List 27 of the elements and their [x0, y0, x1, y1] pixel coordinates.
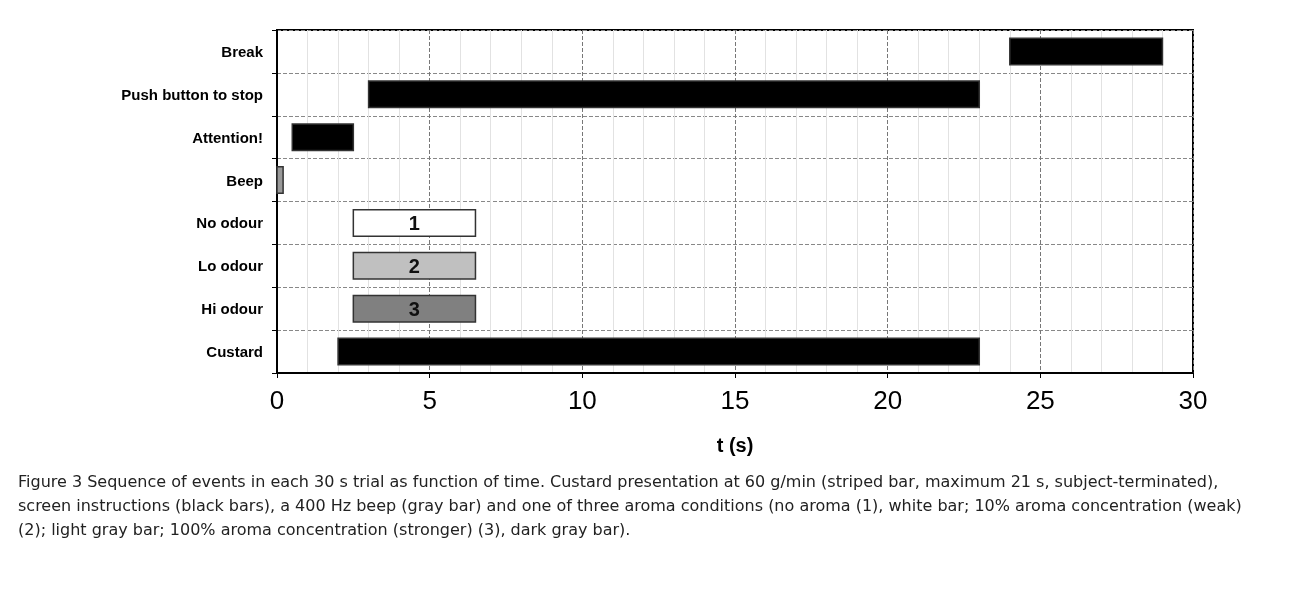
y-tick-label: No odour — [196, 214, 264, 232]
x-tick-label: 10 — [567, 385, 597, 415]
y-tick-label: Beep — [226, 171, 263, 189]
y-tick-label: Hi odour — [201, 300, 264, 318]
bar — [1009, 37, 1164, 66]
x-tick-label: 20 — [873, 385, 903, 415]
caption: Figure 3 Sequence of events in each 30 s trial as function of time. Custard presentation at 60 g/min (striped bar, maximum 21 s, subject-terminated), screen instructions (black bars), a 400 Hz beep (gray bar) and one of three aroma conditions (no aroma (1), white bar; 10% aroma concentration (weak) (2); light gray bar; 100% aroma concentration (stronger) (3), dark gray bar). — [18, 471, 1243, 541]
x-axis-title: t (s) — [716, 434, 754, 456]
y-tick-label: Lo odour — [198, 257, 264, 275]
bar — [276, 166, 284, 195]
y-tick-label: Push button to stop — [121, 85, 263, 103]
bar — [367, 80, 981, 109]
x-tick-label: 5 — [422, 385, 437, 415]
y-tick-label: Custard — [206, 343, 263, 361]
annotation: 2 — [408, 254, 420, 277]
bar — [352, 251, 477, 280]
y-tick-label: Attention! — [192, 128, 263, 146]
bar — [352, 208, 477, 237]
y-tick-label: Break — [221, 42, 264, 60]
bar — [291, 123, 355, 152]
x-tick-label: 15 — [720, 385, 750, 415]
bar — [337, 337, 981, 366]
x-tick-label: 25 — [1025, 385, 1055, 415]
x-tick-label: 30 — [1178, 385, 1208, 415]
annotation: 3 — [408, 297, 420, 320]
x-tick-label: 0 — [269, 385, 285, 415]
annotation: 1 — [408, 211, 420, 234]
